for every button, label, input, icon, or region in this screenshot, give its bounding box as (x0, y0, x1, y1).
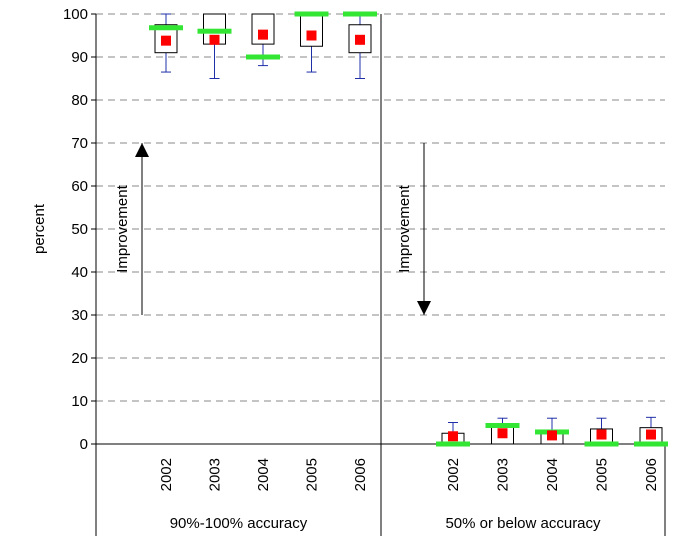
mean-marker (258, 29, 268, 40)
improvement-label: Improvement (114, 184, 131, 272)
annotations: Improvement Improvement (114, 143, 431, 315)
box-1-2005 (584, 417, 619, 447)
x-label-1-2006: 2006 (643, 458, 660, 491)
mean-marker (646, 429, 656, 440)
box-1-2002 (436, 422, 470, 447)
y-tick-label-20: 20 (71, 350, 88, 367)
box-0-2005 (294, 11, 329, 73)
group-labels: 90%-100% accuracy 50% or below accuracy (170, 515, 601, 532)
box-iqr (300, 13, 323, 47)
box-1-2003 (485, 417, 520, 445)
median-marker (294, 11, 329, 17)
median-marker (246, 54, 280, 60)
box-0-2004 (246, 13, 280, 67)
mean-marker (497, 428, 508, 439)
median-marker (436, 441, 470, 447)
mean-marker (448, 431, 458, 442)
median-marker (149, 25, 183, 31)
axes (91, 13, 666, 536)
median-marker (634, 441, 668, 447)
x-label-1-2004: 2004 (544, 458, 561, 491)
mean-marker (355, 34, 365, 45)
x-label-1-2005: 2005 (594, 458, 611, 491)
x-category-labels: 2002 2003 2004 2005 2006 2002 2003 2004 2005 2006 (158, 458, 660, 491)
mean-marker (209, 34, 220, 45)
y-tick-label-10: 10 (71, 393, 88, 410)
x-label-0-2005: 2005 (304, 458, 321, 491)
group-label-1: 50% or below accuracy (445, 515, 601, 532)
box-0-2006 (343, 11, 377, 79)
box-iqr (251, 13, 275, 45)
box-0-2002 (149, 13, 183, 73)
improvement-annotation-1: Improvement (396, 143, 431, 315)
mean-marker (547, 430, 557, 441)
y-tick-label-60: 60 (71, 178, 88, 195)
median-marker (485, 423, 520, 429)
box-0-2003 (197, 13, 232, 79)
x-label-0-2003: 2003 (207, 458, 224, 491)
box-1-2006 (634, 416, 668, 447)
mean-marker (596, 429, 607, 440)
y-tick-label-90: 90 (71, 49, 88, 66)
improvement-arrow-head (417, 301, 431, 315)
box-series (149, 11, 668, 447)
y-tick-label-50: 50 (71, 221, 88, 238)
improvement-annotation-0: Improvement (114, 143, 149, 315)
median-marker (197, 28, 232, 34)
y-axis-label: percent (31, 203, 48, 254)
y-tick-label-100: 100 (63, 6, 88, 23)
x-label-0-2006: 2006 (352, 458, 369, 491)
improvement-label: Improvement (396, 184, 413, 272)
x-label-0-2002: 2002 (158, 458, 175, 491)
x-label-0-2004: 2004 (255, 458, 272, 491)
y-tick-labels: 0 10 20 30 40 50 60 70 80 90 100 (63, 6, 88, 453)
y-tick-label-80: 80 (71, 92, 88, 109)
x-label-1-2002: 2002 (445, 458, 462, 491)
y-tick-label-30: 30 (71, 307, 88, 324)
improvement-arrow-head (135, 143, 149, 157)
y-tick-label-70: 70 (71, 135, 88, 152)
y-tick-label-0: 0 (80, 436, 88, 453)
y-tick-label-40: 40 (71, 264, 88, 281)
mean-marker (306, 30, 317, 41)
box-1-2004 (535, 417, 569, 445)
mean-marker (161, 35, 171, 46)
group-label-0: 90%-100% accuracy (170, 515, 308, 532)
gridlines (96, 13, 665, 402)
median-marker (584, 441, 619, 447)
median-marker (343, 11, 377, 17)
x-label-1-2003: 2003 (495, 458, 512, 491)
